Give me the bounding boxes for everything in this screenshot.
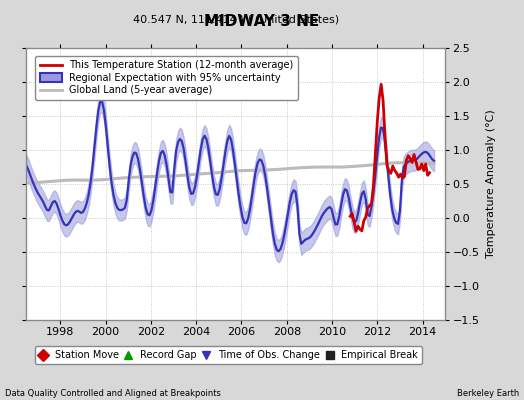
Title: 40.547 N, 111.414 W (United States): 40.547 N, 111.414 W (United States) <box>133 15 339 25</box>
Legend: Station Move, Record Gap, Time of Obs. Change, Empirical Break: Station Move, Record Gap, Time of Obs. C… <box>35 346 422 364</box>
Text: Berkeley Earth: Berkeley Earth <box>456 389 519 398</box>
Y-axis label: Temperature Anomaly (°C): Temperature Anomaly (°C) <box>486 110 496 258</box>
Text: Data Quality Controlled and Aligned at Breakpoints: Data Quality Controlled and Aligned at B… <box>5 389 221 398</box>
Text: MIDWAY 3 NE: MIDWAY 3 NE <box>204 14 320 29</box>
